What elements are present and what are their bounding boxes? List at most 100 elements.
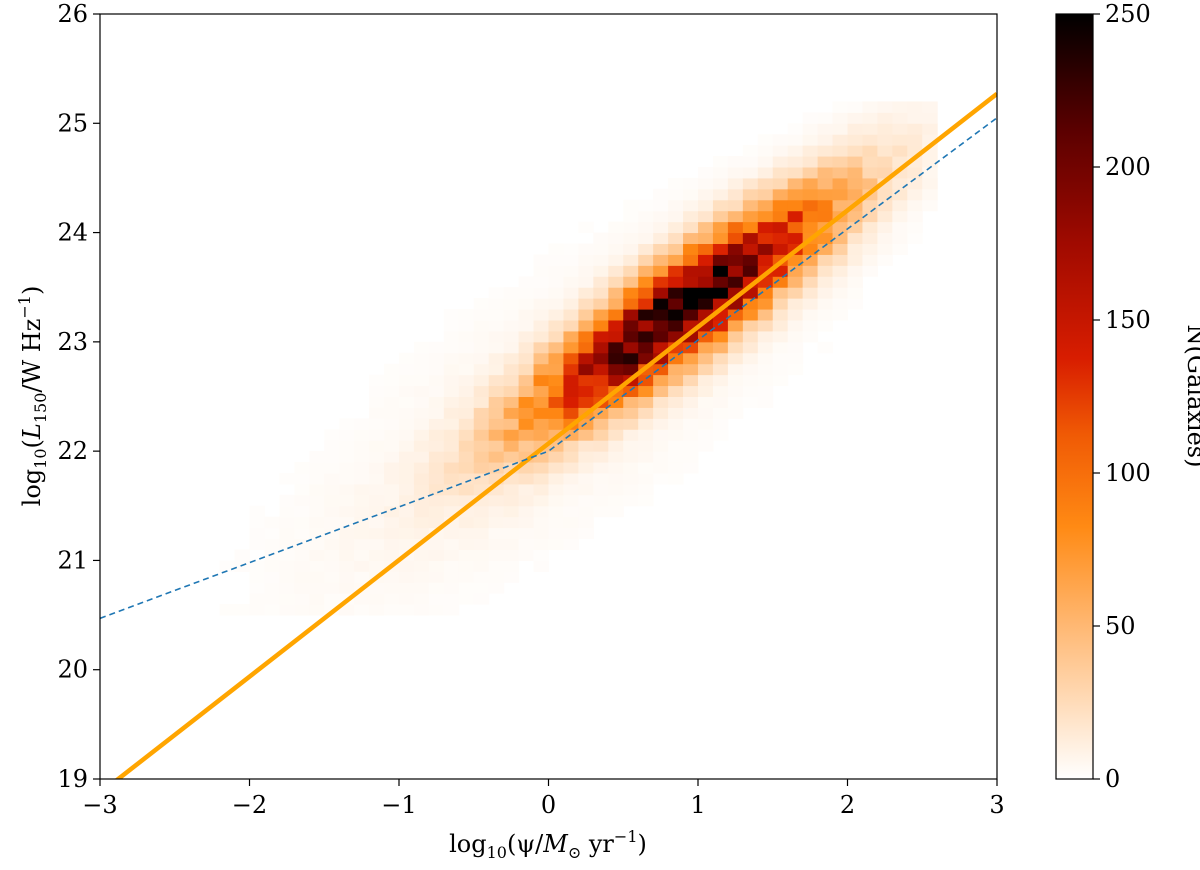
heatmap-cell: [428, 494, 445, 507]
heatmap-cell: [384, 418, 400, 430]
heatmap-cell: [847, 177, 863, 190]
heatmap-cell: [847, 145, 863, 157]
heatmap-cell: [698, 298, 714, 310]
heatmap-cell: [757, 320, 774, 332]
heatmap-cell: [533, 549, 549, 561]
heatmap-cell: [413, 374, 430, 387]
heatmap-cell: [384, 571, 400, 583]
heatmap-cell: [324, 571, 340, 583]
heatmap-cell: [832, 254, 848, 266]
heatmap-cell: [473, 341, 490, 354]
heatmap-cell: [877, 167, 893, 179]
heatmap-cell: [712, 167, 729, 179]
heatmap-cell: [488, 505, 505, 518]
heatmap-cell: [503, 505, 520, 518]
heatmap-cell: [653, 276, 669, 288]
heatmap-cell: [638, 385, 654, 397]
heatmap-cell: [369, 505, 385, 518]
heatmap-cell: [772, 287, 789, 299]
heatmap-cell: [668, 177, 684, 190]
heatmap-cell: [279, 560, 295, 572]
heatmap-cell: [443, 582, 460, 594]
heatmap-cell: [772, 352, 789, 365]
heatmap-cell: [877, 232, 893, 244]
heatmap-cell: [653, 330, 669, 343]
heatmap-cell: [413, 494, 430, 507]
heatmap-cell: [413, 407, 430, 419]
heatmap-cell: [712, 341, 729, 354]
heatmap-cell: [683, 407, 699, 419]
heatmap-cell: [847, 210, 863, 223]
heatmap-cell: [877, 156, 893, 168]
heatmap-cell: [892, 243, 908, 255]
heatmap-cell: [548, 309, 564, 321]
heatmap-cell: [533, 473, 549, 485]
heatmap-cell: [264, 604, 280, 616]
heatmap-cell: [443, 462, 460, 474]
heatmap-cell: [443, 451, 460, 463]
heatmap-cell: [443, 483, 460, 496]
heatmap-cell: [548, 385, 564, 397]
heatmap-cell: [428, 429, 445, 441]
x-tick-label: 1: [690, 791, 705, 819]
heatmap-cell: [832, 221, 848, 234]
heatmap-cell: [339, 483, 355, 496]
heatmap-cell: [698, 287, 714, 299]
heatmap-cell: [443, 604, 460, 616]
heatmap-cell: [817, 167, 834, 179]
heatmap-cell: [727, 363, 744, 376]
heatmap-cell: [458, 385, 475, 397]
heatmap-cell: [428, 451, 445, 463]
heatmap-cell: [623, 473, 639, 485]
heatmap-cell: [727, 341, 744, 354]
heatmap-cell: [907, 167, 923, 179]
heatmap-cell: [413, 483, 430, 496]
heatmap-cell: [847, 167, 863, 179]
heatmap-cell: [742, 309, 759, 321]
heatmap-cell: [369, 407, 385, 419]
heatmap-cell: [847, 287, 863, 299]
heatmap-cell: [772, 298, 789, 310]
heatmap-cell: [413, 385, 430, 397]
heatmap-cell: [399, 494, 415, 507]
heatmap-cell: [503, 473, 520, 485]
heatmap-cell: [384, 505, 400, 518]
heatmap-cell: [294, 505, 310, 518]
heatmap-cell: [787, 287, 804, 299]
heatmap-cell: [369, 429, 385, 441]
heatmap-cell: [802, 112, 819, 124]
heatmap-cell: [413, 473, 430, 485]
heatmap-cell: [608, 407, 624, 419]
heatmap-cell: [503, 516, 520, 529]
heatmap-cell: [369, 494, 385, 507]
heatmap-cell: [922, 188, 938, 201]
heatmap-cell: [847, 188, 863, 201]
heatmap-cell: [369, 451, 385, 463]
heatmap-cell: [279, 494, 295, 507]
heatmap-cell: [653, 221, 669, 234]
heatmap-cell: [369, 473, 385, 485]
heatmap-cell: [294, 582, 310, 594]
heatmap-cell: [369, 483, 385, 496]
heatmap-cell: [443, 418, 460, 430]
heatmap-cell: [698, 232, 714, 244]
heatmap-cell: [712, 254, 729, 266]
heatmap-cell: [862, 167, 878, 179]
heatmap-cell: [907, 210, 923, 223]
heatmap-cell: [623, 462, 639, 474]
heatmap-cell: [683, 341, 699, 354]
heatmap-cell: [877, 145, 893, 157]
heatmap-cell: [638, 199, 654, 212]
heatmap-cell: [922, 101, 938, 113]
heatmap-cell: [653, 298, 669, 310]
heatmap-cell: [668, 396, 684, 408]
heatmap-cell: [488, 298, 505, 310]
heatmap-cell: [862, 112, 878, 124]
heatmap-cell: [488, 396, 505, 408]
heatmap-cell: [369, 418, 385, 430]
heatmap-cell: [712, 330, 729, 343]
heatmap-cell: [742, 232, 759, 244]
heatmap-cell: [683, 221, 699, 234]
heatmap-cell: [488, 549, 505, 561]
